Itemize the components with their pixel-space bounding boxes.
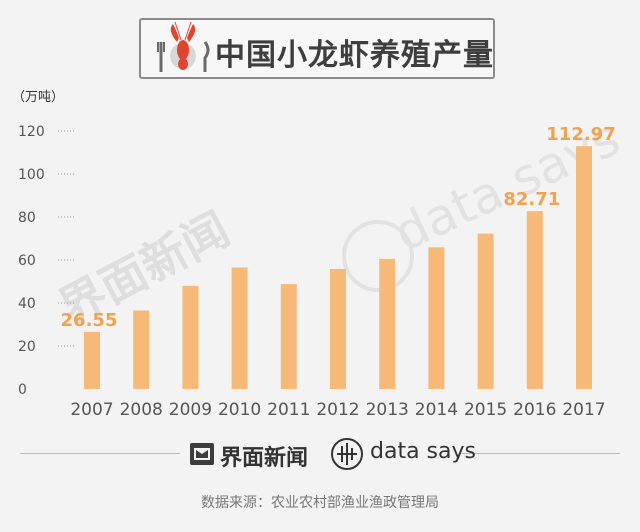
- bar: [477, 233, 494, 389]
- jiemian-logo-icon: [190, 443, 214, 465]
- data-source: 数据来源：农业农村部渔业渔政管理局: [201, 495, 439, 511]
- y-tick-label: 100: [18, 167, 45, 183]
- bar: [280, 284, 297, 389]
- datasays-logo-icon: [331, 438, 363, 470]
- x-tick-label: 2009: [169, 400, 212, 420]
- x-tick-label: 2007: [70, 400, 113, 420]
- bar: [379, 258, 396, 389]
- chart-title: 中国小龙虾养殖产量: [215, 38, 494, 73]
- x-tick-label: 2015: [464, 400, 507, 420]
- y-tick-label: 60: [18, 253, 36, 269]
- brand-datasays: data says: [370, 439, 476, 464]
- bar: [182, 285, 199, 389]
- x-tick-label: 2014: [415, 400, 458, 420]
- y-tick-label: 120: [18, 124, 45, 140]
- bar: [330, 269, 346, 389]
- bar: [133, 310, 150, 389]
- x-tick-label: 2010: [218, 400, 261, 420]
- y-tick-label: 0: [18, 382, 27, 398]
- bar: [428, 247, 445, 389]
- brand-jiemian: 界面新闻: [220, 446, 309, 471]
- y-tick-label: 80: [18, 210, 36, 226]
- x-tick-label: 2008: [120, 400, 163, 420]
- data-label: 26.55: [61, 310, 118, 331]
- footer-line-right: [462, 453, 620, 454]
- data-label: 82.71: [503, 189, 560, 210]
- bar: [231, 267, 248, 389]
- x-tick-label: 2013: [366, 400, 409, 420]
- x-tick-label: 2011: [267, 400, 310, 420]
- data-labels: 26.55 82.71 112.97: [61, 124, 616, 331]
- y-axis-unit: （万吨）: [12, 90, 65, 105]
- data-label: 112.97: [546, 124, 615, 145]
- title-box: [139, 18, 495, 79]
- y-axis: 0 20 40 60 80 100 120: [18, 124, 76, 398]
- y-tick-label: 20: [18, 339, 36, 355]
- bar: [526, 211, 543, 389]
- bar: [576, 146, 592, 389]
- bars: [84, 146, 592, 389]
- footer-line-left: [20, 453, 180, 454]
- crayfish-icon: [157, 21, 210, 72]
- y-tick-label: 40: [18, 296, 36, 312]
- x-tick-label: 2016: [513, 400, 556, 420]
- x-tick-label: 2012: [316, 400, 359, 420]
- x-axis-labels: 2007 2008 2009 2010 2011 2012 2013 2014 2015 2016…: [70, 400, 605, 420]
- x-tick-label: 2017: [562, 400, 605, 420]
- bar: [84, 331, 100, 389]
